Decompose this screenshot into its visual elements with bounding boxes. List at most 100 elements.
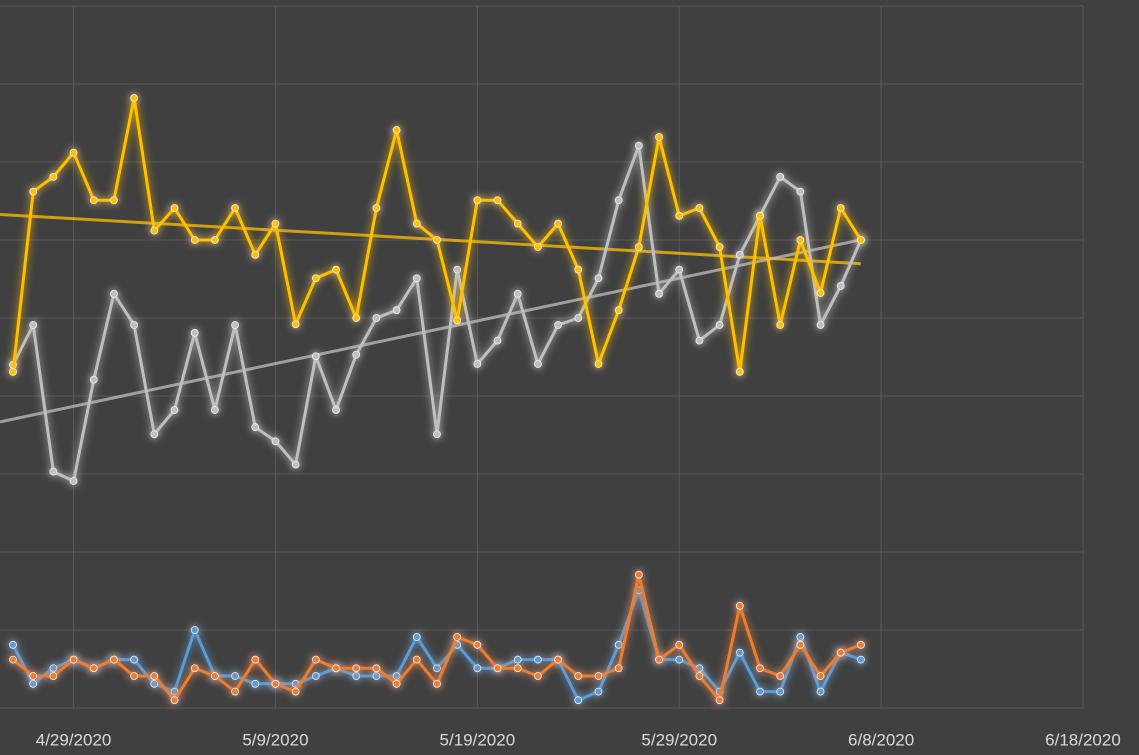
data-point xyxy=(756,664,764,673)
data-point xyxy=(675,211,684,220)
data-point xyxy=(291,687,300,696)
data-point xyxy=(9,640,17,649)
data-point xyxy=(271,437,280,446)
data-point xyxy=(594,687,603,696)
x-tick-label: 5/9/2020 xyxy=(242,730,308,749)
data-point xyxy=(392,126,401,134)
data-point xyxy=(89,664,98,673)
data-point xyxy=(190,236,199,244)
data-point xyxy=(311,352,320,361)
data-point xyxy=(857,236,865,244)
data-point xyxy=(29,672,38,680)
data-point xyxy=(513,219,522,228)
data-point xyxy=(655,133,663,141)
data-point xyxy=(634,141,643,150)
data-point xyxy=(210,672,219,680)
data-point xyxy=(231,204,239,212)
data-point xyxy=(412,655,421,664)
data-point xyxy=(352,350,361,359)
data-point xyxy=(634,243,643,251)
data-point xyxy=(150,679,159,688)
data-point xyxy=(110,289,118,298)
data-point xyxy=(655,655,663,664)
data-point xyxy=(291,460,300,469)
data-point xyxy=(231,672,239,680)
data-point xyxy=(251,423,260,432)
data-point xyxy=(170,406,179,414)
data-point xyxy=(473,664,482,673)
data-point xyxy=(190,626,199,634)
data-point xyxy=(352,664,361,673)
data-point xyxy=(756,211,764,220)
data-point xyxy=(614,664,623,673)
data-point xyxy=(49,467,58,476)
data-point xyxy=(534,655,542,664)
data-point xyxy=(594,360,603,368)
data-point xyxy=(130,655,139,664)
data-point xyxy=(170,696,179,705)
data-point xyxy=(453,265,462,274)
data-point xyxy=(534,243,542,251)
data-point xyxy=(473,196,482,205)
data-point xyxy=(251,679,260,688)
data-point xyxy=(614,306,623,315)
data-point xyxy=(251,655,260,664)
data-point xyxy=(271,679,280,688)
data-point xyxy=(554,655,562,664)
data-point xyxy=(110,196,118,205)
data-point xyxy=(29,679,38,688)
data-point xyxy=(170,204,179,212)
data-point xyxy=(816,321,825,329)
data-point xyxy=(332,406,340,414)
data-point xyxy=(493,664,502,673)
data-point xyxy=(271,219,280,228)
data-point xyxy=(89,375,98,384)
series xyxy=(9,586,865,705)
data-point xyxy=(776,687,785,696)
data-point xyxy=(614,196,623,205)
data-point xyxy=(534,360,542,368)
series xyxy=(9,570,865,705)
trendline xyxy=(0,212,862,266)
data-point xyxy=(150,226,159,235)
data-point xyxy=(150,672,159,680)
data-point xyxy=(513,289,522,298)
data-point xyxy=(291,320,300,329)
data-point xyxy=(574,314,583,322)
data-point xyxy=(534,672,542,680)
data-point xyxy=(372,314,381,322)
data-point xyxy=(796,187,805,196)
data-point xyxy=(412,219,421,228)
data-point xyxy=(695,336,704,345)
data-point xyxy=(695,672,704,680)
data-point xyxy=(554,219,562,228)
data-point xyxy=(69,148,78,157)
series xyxy=(9,94,865,376)
data-point xyxy=(251,250,260,259)
data-point xyxy=(453,633,462,641)
data-point xyxy=(836,282,845,290)
data-point xyxy=(433,679,441,688)
data-point xyxy=(170,687,179,696)
data-point xyxy=(210,236,219,244)
data-point xyxy=(412,274,421,283)
data-point xyxy=(857,640,865,649)
x-tick-label: 4/29/2020 xyxy=(36,730,112,749)
data-point xyxy=(857,655,865,664)
data-point xyxy=(9,367,17,376)
data-point xyxy=(735,367,744,376)
data-point xyxy=(190,328,199,337)
data-point xyxy=(352,672,361,680)
data-point xyxy=(332,664,340,673)
data-point xyxy=(110,655,118,664)
data-point xyxy=(776,172,785,181)
x-tick-label: 6/8/2020 xyxy=(848,730,914,749)
data-point xyxy=(594,672,603,680)
data-point xyxy=(372,664,381,673)
data-point xyxy=(634,570,643,579)
data-point xyxy=(392,679,401,688)
data-point xyxy=(210,406,219,414)
